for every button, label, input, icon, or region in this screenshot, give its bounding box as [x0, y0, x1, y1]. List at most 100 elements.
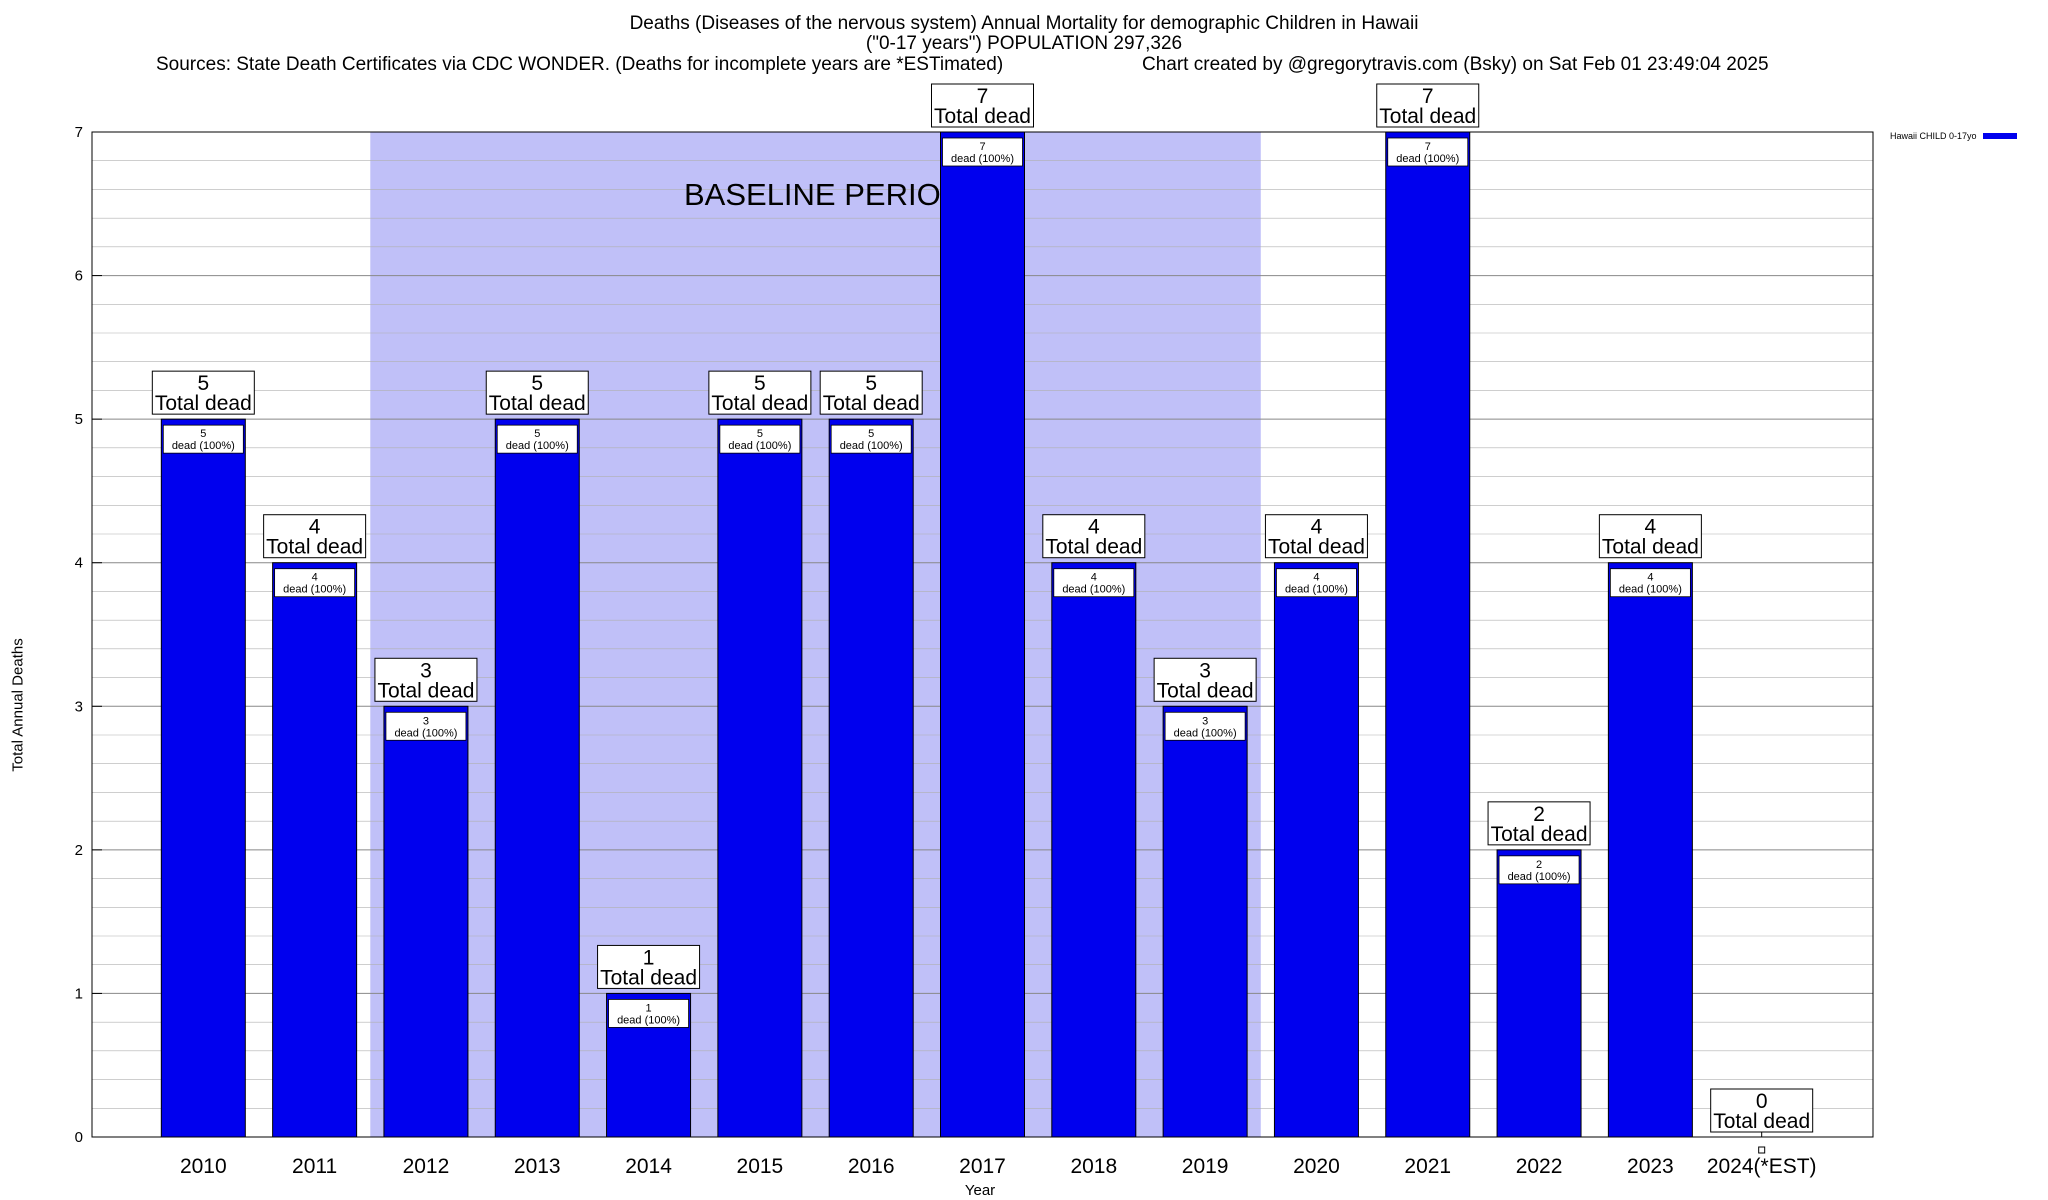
y-axis-label: Total Annual Deaths — [9, 638, 27, 772]
legend-label: Hawaii CHILD 0-17yo — [1890, 131, 1977, 141]
bar-inner-label-box — [1053, 568, 1135, 598]
bar-inner-label-box — [719, 424, 801, 454]
total-value-label: 4 — [309, 516, 321, 539]
bar-inner-value: 5 — [757, 428, 763, 440]
total-label-box — [819, 370, 923, 415]
total-label-box — [485, 370, 589, 415]
y-tick-label: 0 — [75, 1129, 83, 1146]
bar — [940, 131, 1025, 1138]
bar — [828, 418, 914, 1138]
x-tick-label: 2017 — [959, 1155, 1006, 1178]
total-value-label: 5 — [531, 372, 543, 395]
bar-inner-label: dead (100%) — [617, 1014, 680, 1026]
x-tick-label: 2022 — [1516, 1155, 1563, 1178]
chart-title: Deaths (Diseases of the nervous system) … — [629, 13, 1419, 34]
chart-subtitle: ("0-17 years") POPULATION 297,326 — [865, 33, 1183, 54]
bar-inner-label-box — [1609, 568, 1691, 598]
bar-inner-label-box — [385, 711, 467, 741]
x-tick-label: 2013 — [514, 1155, 561, 1178]
y-tick-label: 4 — [75, 555, 83, 572]
total-dead-label: Total dead — [1379, 105, 1476, 128]
bar-inner-value: 5 — [200, 428, 206, 440]
y-tick-label: 6 — [75, 268, 83, 285]
bar — [717, 418, 803, 1138]
bar-inner-label-box — [830, 424, 912, 454]
total-label-box — [1710, 1088, 1814, 1133]
total-label-box — [708, 370, 812, 415]
chart-credit: Chart created by @gregorytravis.com (Bsk… — [1142, 54, 1769, 75]
legend: Hawaii CHILD 0-17yo — [1890, 131, 2017, 141]
x-tick-label: 2016 — [848, 1155, 895, 1178]
x-axis-label: Year — [964, 1182, 996, 1199]
total-value-label: 5 — [865, 372, 877, 395]
bar-inner-label: dead (100%) — [840, 440, 903, 452]
y-tick-label: 1 — [75, 985, 83, 1002]
total-dead-label: Total dead — [489, 392, 586, 415]
total-dead-label: Total dead — [823, 392, 920, 415]
total-value-label: 0 — [1756, 1090, 1768, 1113]
bar-inner-label-box — [1164, 711, 1246, 741]
bar — [1273, 562, 1359, 1138]
total-value-label: 7 — [977, 85, 989, 108]
bar-inner-label: dead (100%) — [728, 440, 791, 452]
x-tick-label: 2024(*EST) — [1707, 1155, 1817, 1178]
bar-inner-label: dead (100%) — [1174, 727, 1237, 739]
total-label-box — [1598, 514, 1702, 559]
bar-inner-label-box — [1387, 137, 1469, 167]
bar-inner-label-box — [496, 424, 578, 454]
bar-inner-label-box — [1276, 568, 1357, 598]
bar-inner-label: dead (100%) — [283, 584, 346, 596]
total-dead-label: Total dead — [934, 105, 1031, 128]
sources-note: Sources: State Death Certificates via CD… — [156, 54, 1004, 75]
bar-inner-value: 4 — [312, 572, 318, 584]
total-dead-label: Total dead — [711, 392, 808, 415]
bar-inner-label-box — [608, 999, 689, 1028]
total-value-label: 3 — [420, 659, 432, 682]
bar-inner-value: 4 — [1313, 572, 1319, 584]
y-tick-label: 3 — [75, 698, 83, 715]
bar-inner-value: 4 — [1647, 572, 1653, 584]
total-dead-label: Total dead — [1713, 1110, 1810, 1133]
bar — [160, 418, 246, 1138]
total-dead-label: Total dead — [1602, 536, 1699, 559]
bar — [1162, 705, 1248, 1138]
bar-inner-value: 1 — [646, 1002, 652, 1014]
total-label-box — [151, 370, 255, 415]
bar-inner-value: 5 — [868, 428, 874, 440]
bar-inner-label: dead (100%) — [172, 440, 235, 452]
total-value-label: 3 — [1199, 659, 1211, 682]
bar-inner-label: dead (100%) — [394, 727, 457, 739]
bar-inner-label: dead (100%) — [1619, 584, 1682, 596]
bar-inner-value: 5 — [534, 428, 540, 440]
x-tick-label: 2020 — [1293, 1155, 1340, 1178]
total-value-label: 2 — [1533, 803, 1545, 826]
bar-inner-value: 3 — [1202, 715, 1208, 727]
bar-inner-label-box — [1498, 855, 1580, 885]
total-value-label: 7 — [1422, 85, 1434, 108]
total-dead-label: Total dead — [1045, 536, 1142, 559]
bar-inner-label: dead (100%) — [506, 440, 569, 452]
total-value-label: 4 — [1088, 516, 1100, 539]
bar-inner-value: 3 — [423, 715, 429, 727]
total-label-box — [1264, 514, 1368, 559]
x-tick-label: 2012 — [403, 1155, 450, 1178]
total-dead-label: Total dead — [266, 536, 363, 559]
total-value-label: 4 — [1645, 516, 1657, 539]
bar-inner-value: 2 — [1536, 859, 1542, 871]
x-tick-label: 2019 — [1182, 1155, 1229, 1178]
total-dead-label: Total dead — [600, 966, 697, 989]
total-label-box — [263, 514, 367, 559]
total-dead-label: Total dead — [1491, 823, 1588, 846]
bar — [383, 705, 469, 1138]
total-dead-label: Total dead — [1157, 679, 1254, 702]
bar-inner-label: dead (100%) — [1285, 584, 1348, 596]
x-tick-label: 2023 — [1627, 1155, 1674, 1178]
y-tick-label: 7 — [75, 124, 83, 141]
bar-inner-value: 4 — [1091, 572, 1097, 584]
bar — [272, 562, 358, 1138]
total-dead-label: Total dead — [1268, 536, 1365, 559]
total-label-box — [931, 83, 1034, 128]
bar-inner-label: dead (100%) — [951, 153, 1014, 165]
x-tick-label: 2011 — [292, 1155, 337, 1178]
